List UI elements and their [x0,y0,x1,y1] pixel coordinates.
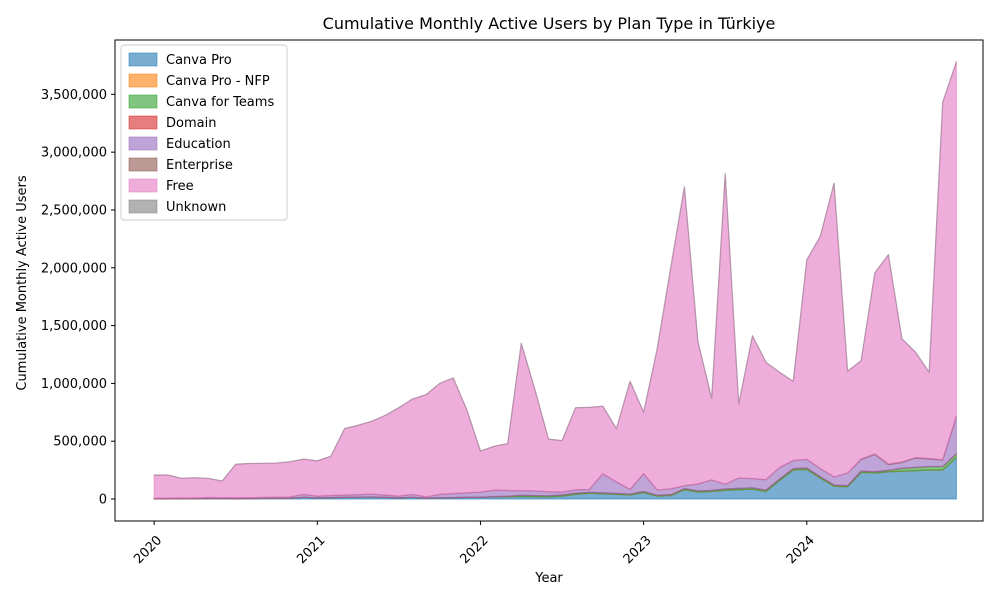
chart-title: Cumulative Monthly Active Users by Plan … [323,14,776,33]
y-tick-label: 500,000 [53,435,107,450]
y-tick-label: 3,500,000 [41,88,107,103]
legend-label-canva-pro: Canva Pro [166,53,232,68]
legend-swatch-canva-pro [128,52,158,67]
legend-swatch-canva-for-teams [128,94,158,109]
legend-label-canva-for-teams: Canva for Teams [166,95,274,110]
y-tick-label: 3,000,000 [41,146,107,161]
plot-frame [114,39,984,522]
legend-swatch-domain [128,115,158,130]
y-tick-label: 2,000,000 [41,261,107,276]
legend-label-domain: Domain [166,116,216,131]
legend-label-free: Free [166,179,194,194]
y-tick-label: 0 [99,493,107,508]
legend-label-unknown: Unknown [166,200,226,215]
x-axis-title: Year [534,571,563,586]
legend-label-enterprise: Enterprise [166,158,233,173]
legend-swatch-free [128,178,158,193]
area-unknown [153,61,958,482]
legend: Canva Pro Canva Pro - NFP Canva for Teams D… [120,44,288,221]
y-axis-title: Cumulative Monthly Active Users [15,175,30,390]
y-tick-label: 1,000,000 [41,377,107,392]
legend-swatch-education [128,136,158,151]
legend-swatch-unknown [128,199,158,214]
area-series-layer [153,61,958,500]
legend-swatch-enterprise [128,157,158,172]
y-tick-label: 1,500,000 [41,319,107,334]
legend-box [120,44,288,221]
legend-label-canva-pro-nfp: Canva Pro - NFP [166,74,270,89]
y-tick-label: 2,500,000 [41,203,107,218]
legend-label-education: Education [166,137,231,152]
legend-swatch-canva-pro-nfp [128,73,158,88]
